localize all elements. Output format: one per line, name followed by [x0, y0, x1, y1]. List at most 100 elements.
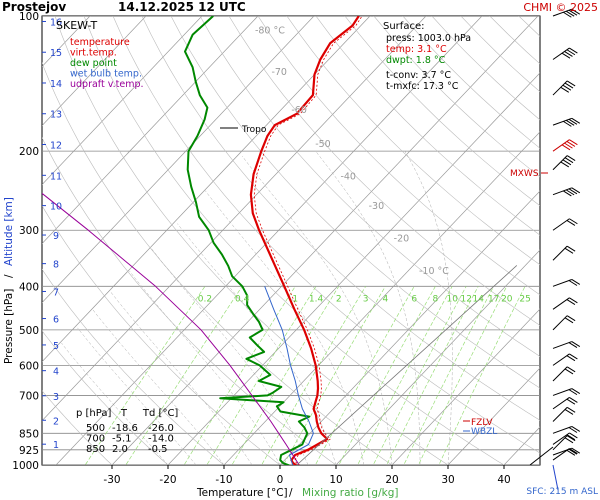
isotherm-line — [551, 6, 600, 475]
isotherm-label: -70 — [271, 67, 287, 78]
legend-item: virt.temp. — [70, 48, 117, 59]
wbzl-label: WBZL — [471, 427, 497, 437]
series-virt-temp — [253, 16, 363, 465]
mixing-ratio-line — [261, 286, 366, 465]
mixing-ratio-line — [403, 286, 495, 465]
mixing-ratio-line — [283, 286, 386, 465]
mixing-ratio-line — [183, 286, 296, 465]
wind-barb — [552, 47, 578, 60]
y-axis-title: Pressure [hPa] / Altitude [km] — [3, 197, 15, 364]
y-tick-label: 850 — [19, 428, 39, 440]
dry-adiabat — [42, 61, 393, 465]
mixing-ratio-line — [357, 286, 453, 465]
moist-adiabat — [205, 190, 365, 465]
moist-adiabat — [404, 151, 453, 465]
x-tick-label: -20 — [159, 474, 176, 486]
altitude-tick-label: 6 — [53, 315, 59, 326]
wind-barb — [552, 245, 576, 261]
sfc-indicator — [552, 464, 559, 491]
table-cell: 850 — [86, 444, 105, 455]
wind-barb — [552, 353, 578, 366]
y-tick-label: 700 — [19, 390, 39, 402]
x-tick-label: 30 — [441, 474, 454, 486]
series-wet-bulb-temp- — [264, 286, 314, 465]
wind-barb — [552, 315, 576, 331]
mixing-ratio-line — [314, 286, 415, 465]
altitude-tick-label: 10 — [50, 202, 62, 213]
moist-adiabat — [129, 270, 281, 465]
altitude-tick-label: 16 — [50, 17, 62, 28]
grid-layer — [42, 6, 600, 475]
mixing-ratio-label: 8 — [433, 294, 439, 304]
wind-barb — [552, 447, 581, 456]
dry-adiabat — [170, 16, 540, 389]
series-udpraft-v-temp- — [42, 192, 300, 465]
mixing-ratio-label: 10 — [446, 294, 458, 304]
altitude-tick-label: 8 — [53, 260, 59, 271]
wind-barb — [552, 341, 581, 349]
altitude-tick-label: 7 — [53, 287, 59, 298]
mixing-ratio-label: 1 — [292, 294, 298, 304]
y-tick-label: 200 — [19, 146, 39, 158]
y-tick-label: 1000 — [12, 460, 39, 472]
wind-barb — [552, 279, 581, 287]
legend-title: SKEW-T — [56, 19, 98, 32]
altitude-tick-label: 14 — [50, 79, 62, 90]
altitude-tick-label: 15 — [50, 48, 62, 59]
x-axis-separator: / — [289, 487, 293, 499]
y-tick-label: 400 — [19, 281, 39, 293]
moist-adiabat — [61, 342, 169, 465]
mixing-ratio-label: 4 — [383, 294, 389, 304]
y-tick-label: 600 — [19, 360, 39, 372]
isotherm-label: -20 — [394, 233, 410, 244]
y-tick-label: 925 — [19, 445, 39, 457]
mixing-ratio-line — [386, 286, 479, 465]
table-cell: -18.6 — [112, 423, 138, 434]
moist-adiabat — [177, 223, 337, 465]
plot-area — [41, 15, 541, 466]
surface-press: press: 1003.0 hPa — [386, 33, 471, 44]
isotherm-label: -10 °C — [419, 266, 449, 277]
moist-adiabat — [109, 290, 253, 465]
wind-barb — [552, 8, 581, 18]
mixing-ratio-label: 2 — [336, 294, 342, 304]
mixing-ratio-line — [84, 286, 206, 465]
altitude-tick-label: 12 — [50, 140, 62, 151]
moist-adiabat — [241, 155, 393, 465]
dry-adiabat — [141, 16, 540, 421]
series-layer — [42, 16, 518, 465]
y-axis-separator: / — [3, 274, 15, 278]
legend-item: udpraft v.temp. — [70, 79, 144, 90]
surface-tmxfc: t-mxfc: 17.3 °C — [386, 81, 459, 92]
table-header: p [hPa] T Td [°C] — [76, 408, 178, 419]
isotherm-line — [167, 72, 540, 465]
isotherm-line — [391, 308, 540, 465]
isotherm-line — [223, 131, 540, 465]
y-axis-label-altitude: Altitude [km] — [3, 197, 15, 266]
surface-dwpt: dwpt: 1.8 °C — [386, 55, 446, 66]
dry-adiabat — [83, 16, 505, 465]
moist-adiabat — [315, 151, 421, 465]
wind-barb — [552, 218, 578, 231]
moist-adiabat — [92, 309, 225, 465]
wind-barb — [552, 435, 576, 451]
wind-barbs — [529, 8, 581, 491]
mixing-ratio-label: 14 — [473, 294, 485, 304]
table-cell: -0.5 — [148, 444, 168, 455]
legend-item: dew point — [70, 58, 117, 69]
table-cell: 500 — [86, 423, 105, 434]
surface-temp: temp: 3.1 °C — [386, 44, 447, 55]
x-tick-label: 10 — [329, 474, 342, 486]
moist-adiabat — [151, 248, 309, 465]
mixing-ratio-label: 3 — [363, 294, 369, 304]
y-tick-label: 500 — [19, 325, 39, 337]
wind-barb — [552, 117, 581, 127]
moist-adiabat — [77, 327, 197, 465]
dry-adiabat — [286, 16, 540, 266]
altitude-tick-label: 4 — [53, 367, 59, 378]
tropo-label: Tropo — [241, 125, 267, 135]
table-cell: -5.1 — [112, 434, 132, 445]
altitude-tick-label: 3 — [53, 392, 59, 403]
surface-title: Surface: — [383, 21, 424, 32]
isotherm-label: -50 — [315, 139, 331, 150]
